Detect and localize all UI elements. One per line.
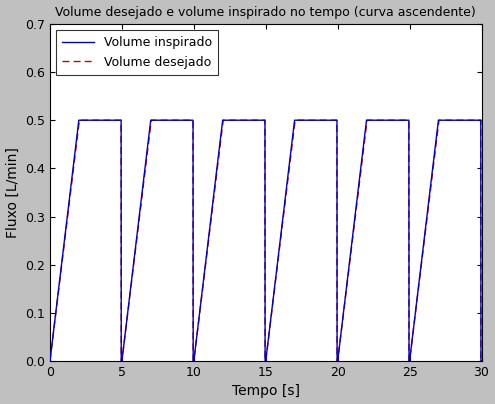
Title: Volume desejado e volume inspirado no tempo (curva ascendente): Volume desejado e volume inspirado no te… — [55, 6, 476, 19]
Volume inspirado — [479, 359, 485, 364]
Volume desejado — [473, 118, 479, 123]
Volume inspirado — [428, 179, 434, 184]
Volume inspirado — [76, 118, 82, 123]
Volume desejado — [52, 317, 58, 322]
Volume desejado — [47, 359, 53, 364]
Y-axis label: Fluxo [L/min]: Fluxo [L/min] — [5, 147, 20, 238]
Line: Volume desejado: Volume desejado — [50, 120, 482, 361]
Volume inspirado — [371, 118, 377, 123]
Legend: Volume inspirado, Volume desejado: Volume inspirado, Volume desejado — [56, 30, 218, 75]
Volume inspirado — [473, 118, 479, 123]
Volume desejado — [428, 183, 434, 187]
Line: Volume inspirado: Volume inspirado — [50, 120, 482, 361]
Volume desejado — [371, 118, 377, 123]
Volume inspirado — [47, 359, 53, 364]
Volume desejado — [479, 359, 485, 364]
Volume inspirado — [242, 118, 248, 123]
Volume desejado — [149, 118, 155, 123]
Volume inspirado — [149, 118, 155, 123]
Volume desejado — [242, 118, 248, 123]
Volume desejado — [76, 118, 82, 123]
Volume inspirado — [52, 316, 58, 321]
X-axis label: Tempo [s]: Tempo [s] — [232, 385, 300, 398]
